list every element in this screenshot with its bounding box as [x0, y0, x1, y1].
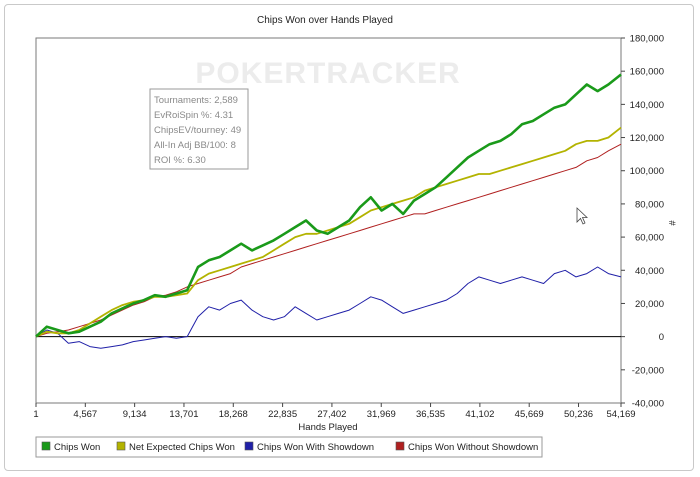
- x-tick-label: 41,102: [465, 409, 494, 420]
- legend-label-chips-won-with-showdown: Chips Won With Showdown: [257, 442, 374, 453]
- y-tick-label: 20,000: [635, 299, 664, 310]
- x-tick-label: 22,835: [268, 409, 297, 420]
- legend-border: [35, 436, 543, 458]
- chips-won-chart: Chips Won over Hands Played POKERTRACKER…: [33, 15, 677, 458]
- x-tick-label: 13,701: [169, 409, 198, 420]
- series-line-chips-won: [35, 73, 622, 338]
- y-tick-label: 60,000: [635, 233, 664, 244]
- x-tick-label: 27,402: [317, 409, 346, 420]
- legend-label-chips-won-without-showdown: Chips Won Without Showdown: [408, 442, 538, 453]
- stats-box: Tournaments: 2,589 EvRoiSpin %: 4.31 Chi…: [149, 88, 249, 170]
- pokertracker-watermark: POKERTRACKER: [195, 57, 460, 90]
- x-tick-label: 1: [33, 409, 38, 420]
- x-tick-label: 31,969: [367, 409, 396, 420]
- x-tick-label: 45,669: [515, 409, 544, 420]
- series-line-chips-won-without-showdown: [35, 143, 622, 338]
- chart-title: Chips Won over Hands Played: [257, 15, 393, 26]
- x-tick-label: 54,169: [606, 409, 635, 420]
- y-tick-label: -40,000: [632, 399, 664, 410]
- series-line-net-expected-chips-won: [35, 126, 622, 338]
- series-layer: [35, 73, 622, 349]
- stats-evroispin: EvRoiSpin %: 4.31: [154, 110, 233, 121]
- plot-area: [35, 37, 622, 404]
- x-tick-label: 9,134: [123, 409, 147, 420]
- legend-label-net-expected-chips-won: Net Expected Chips Won: [129, 442, 235, 453]
- legend-swatch-chips-won-without-showdown: [395, 441, 405, 451]
- y-tick-label: 0: [659, 332, 664, 343]
- y-tick-label: 80,000: [635, 199, 664, 210]
- y-axis-label: #: [666, 220, 677, 226]
- stats-box-border: [149, 88, 249, 170]
- y-tick-label: 40,000: [635, 266, 664, 277]
- legend-swatch-chips-won-with-showdown: [244, 441, 254, 451]
- stats-chipsev-per-tourney: ChipsEV/tourney: 49: [154, 125, 241, 136]
- x-axis: 1 4,567 9,134 13,701 18,268 22,835 27,402 31,96…: [33, 403, 636, 420]
- x-axis-label: Hands Played: [298, 422, 357, 433]
- mouse-cursor-icon: [576, 207, 589, 225]
- legend-swatch-net-expected-chips-won: [116, 441, 126, 451]
- y-tick-label: 140,000: [630, 100, 664, 111]
- y-tick-label: 160,000: [630, 67, 664, 78]
- stats-tournaments: Tournaments: 2,589: [154, 95, 238, 106]
- x-tick-label: 50,236: [564, 409, 593, 420]
- y-tick-label: 180,000: [630, 34, 664, 45]
- x-tick-label: 36,535: [416, 409, 445, 420]
- legend-swatch-chips-won: [41, 441, 51, 451]
- legend: Chips Won Net Expected Chips Won Chips Won…: [35, 436, 543, 458]
- x-tick-label: 18,268: [219, 409, 248, 420]
- series-line-chips-won-with-showdown: [35, 266, 622, 349]
- stats-roi: ROI %: 6.30: [154, 155, 206, 166]
- legend-label-chips-won: Chips Won: [54, 442, 100, 453]
- x-tick-label: 4,567: [73, 409, 97, 420]
- chart-frame: Chips Won over Hands Played POKERTRACKER…: [4, 4, 694, 471]
- y-tick-label: 120,000: [630, 133, 664, 144]
- stats-allin-adj-bb100: All-In Adj BB/100: 8: [154, 140, 236, 151]
- y-tick-label: 100,000: [630, 166, 664, 177]
- y-axis: -40,000 -20,000 0 20,000 40,000 60,000 80,000 1…: [621, 34, 664, 410]
- y-tick-label: -20,000: [632, 365, 664, 376]
